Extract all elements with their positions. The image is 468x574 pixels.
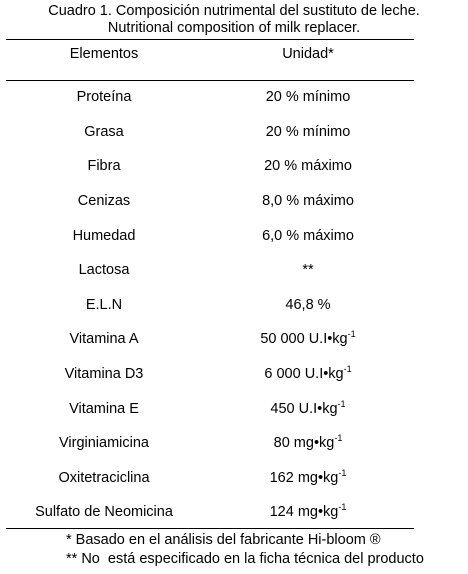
column-header-elements: Elementos: [69, 46, 139, 62]
element-name: Virginiamicina: [59, 435, 149, 452]
element-name: Lactosa: [78, 262, 130, 279]
value-text: **: [302, 262, 314, 279]
value-exponent: -1: [347, 329, 356, 340]
value-text: 124 mg•kg: [269, 504, 339, 521]
caption-spanish: Cuadro 1. Composición nutrimental del su…: [48, 3, 420, 19]
element-name: Vitamina E: [69, 400, 139, 417]
value-text: 50 000 U.I•kg: [260, 331, 348, 348]
element-name: Humedad: [72, 227, 136, 244]
table-row: Vitamina A 50 000 U.I•kg-1: [6, 322, 414, 357]
element-value: 20 % máximo: [202, 158, 414, 174]
value-exponent: -1: [338, 467, 347, 478]
table-row: Lactosa **: [6, 253, 414, 288]
element-name: Grasa: [84, 123, 124, 140]
element-name: Sulfato de Neomicina: [35, 504, 173, 521]
value-text: 450 U.I•kg: [270, 400, 338, 417]
table-row: Cenizas 8,0 % máximo: [6, 184, 414, 219]
value-text: 80 mg•kg: [273, 435, 335, 452]
element-name: Vitamina D3: [64, 366, 144, 383]
element-name: Oxitetraciclina: [58, 469, 150, 486]
element-value: 6,0 % máximo: [202, 228, 414, 244]
table-row: Oxitetraciclina 162 mg•kg-1: [6, 461, 414, 496]
element-value: 162 mg•kg-1: [202, 467, 414, 486]
value-text: 8,0 % máximo: [262, 193, 354, 210]
element-value: 450 U.I•kg-1: [202, 398, 414, 417]
footnote-not-specified: ** No está especificado en la ficha técn…: [66, 551, 424, 567]
table-row: Vitamina D3 6 000 U.I•kg-1: [6, 357, 414, 392]
element-name: Proteína: [76, 89, 132, 106]
table-row: Fibra 20 % máximo: [6, 149, 414, 184]
column-header-unit: Unidad*: [282, 46, 334, 62]
table-row: Grasa 20 % mínimo: [6, 115, 414, 150]
value-text: 6 000 U.I•kg: [264, 366, 344, 383]
value-exponent: -1: [338, 502, 347, 513]
value-exponent: -1: [337, 398, 346, 409]
element-name: Fibra: [87, 158, 121, 175]
element-value: 8,0 % máximo: [202, 193, 414, 209]
value-text: 20 % máximo: [264, 158, 352, 175]
element-value: 20 % mínimo: [202, 124, 414, 140]
element-value: 46,8 %: [202, 297, 414, 313]
element-value: 80 mg•kg-1: [202, 433, 414, 452]
value-exponent: -1: [343, 364, 352, 375]
element-name: Vitamina A: [69, 331, 139, 348]
table-top-rule: [6, 39, 414, 40]
element-value: 6 000 U.I•kg-1: [202, 364, 414, 383]
value-text: 20 % mínimo: [265, 123, 351, 140]
caption-english: Nutritional composition of milk replacer…: [107, 20, 361, 36]
element-value: 50 000 U.I•kg-1: [202, 329, 414, 348]
element-value: **: [202, 262, 414, 278]
table-row: E.L.N 46,8 %: [6, 288, 414, 323]
value-exponent: -1: [334, 433, 343, 444]
element-name: Cenizas: [77, 193, 131, 210]
value-text: 46,8 %: [285, 296, 331, 313]
element-name: E.L.N: [85, 296, 123, 313]
table-row: Sulfato de Neomicina 124 mg•kg-1: [6, 495, 414, 530]
table-row: Humedad 6,0 % máximo: [6, 218, 414, 253]
value-text: 162 mg•kg: [269, 469, 339, 486]
footnote-manufacturer: * Basado en el análisis del fabricante H…: [66, 532, 381, 548]
table-row: Proteína 20 % mínimo: [6, 80, 414, 115]
value-text: 20 % mínimo: [265, 89, 351, 106]
table-header-rule: [6, 80, 414, 81]
table-bottom-rule: [6, 528, 414, 529]
value-text: 6,0 % máximo: [262, 227, 354, 244]
element-value: 20 % mínimo: [202, 89, 414, 105]
table-body: Proteína 20 % mínimo Grasa 20 % mínimo Fibra…: [6, 80, 414, 530]
table-row: Virginiamicina 80 mg•kg-1: [6, 426, 414, 461]
table-row: Vitamina E 450 U.I•kg-1: [6, 391, 414, 426]
element-value: 124 mg•kg-1: [202, 502, 414, 521]
